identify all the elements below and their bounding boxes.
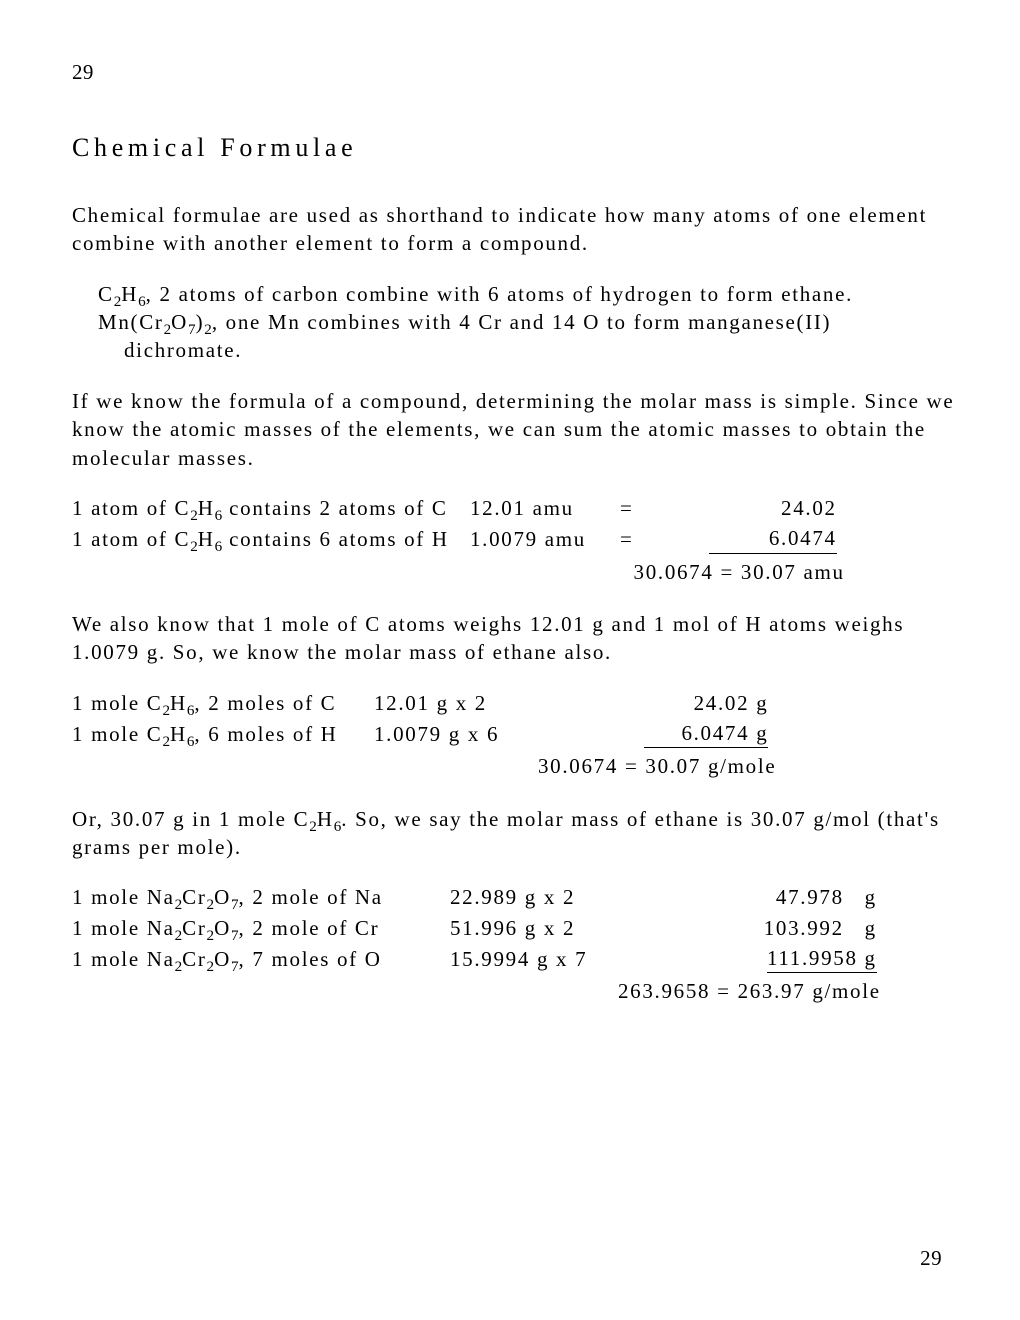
table-row: 30.0674 = 30.07 g/mole [72,750,776,782]
calc-value-text: 103.992 [764,916,844,940]
calc-sum: 263.9658 = 263.97 g/mole [618,975,881,1007]
calc-value: 47.978 g [618,883,881,913]
calc-value: 6.0474 [634,524,845,555]
table-row: 1 mole Na2Cr2O7, 7 moles of O 15.9994 g … [72,944,881,975]
calc-label: 1 mole Na2Cr2O7, 7 moles of O [72,944,450,975]
formula-examples: C2H6, 2 atoms of carbon combine with 6 a… [72,280,956,365]
calc-label: 1 mole Na2Cr2O7, 2 mole of Na [72,883,450,913]
table-row: 1 mole C2H6, 6 moles of H 1.0079 g x 6 6… [72,719,776,750]
calc-expr: 15.9994 g x 7 [450,944,618,975]
calc-value-text: 111.9958 g [767,944,877,973]
calc-value: 24.02 [634,494,845,524]
calc-value-text: 47.978 [776,885,844,909]
calc-label: 1 mole Na2Cr2O7, 2 mole of Cr [72,914,450,944]
example-1: C2H6, 2 atoms of carbon combine with 6 a… [98,280,956,308]
calc-expr: 22.989 g x 2 [450,883,618,913]
ethane-conclusion: Or, 30.07 g in 1 mole C2H6. So, we say t… [72,805,956,862]
calc-eq: = [620,494,634,524]
example-2-line2: dichromate. [124,336,956,364]
page-title: Chemical Formulae [72,130,956,165]
calc-expr: 1.0079 g x 6 [374,719,538,750]
table-row: 1 mole Na2Cr2O7, 2 mole of Na 22.989 g x… [72,883,881,913]
calc-value: 24.02 g [538,689,776,719]
calc-expr: 12.01 g x 2 [374,689,538,719]
calc-sum: 30.0674 = 30.07 amu [634,556,845,588]
page-number-top: 29 [72,58,94,86]
calc-unit: g [865,885,877,909]
page-number-bottom: 29 [920,1244,942,1272]
table-row: 30.0674 = 30.07 amu [72,556,845,588]
calc-value: 103.992 g [618,914,881,944]
calc-label: 1 mole C2H6, 6 moles of H [72,719,374,750]
calc-eq: = [620,524,634,555]
table-row: 1 atom of C2H6 contains 2 atoms of C 12.… [72,494,845,524]
calc-value: 111.9958 g [618,944,881,975]
page: 29 Chemical Formulae Chemical formulae a… [0,0,1020,1320]
example-2-line1: Mn(Cr2O7)2, one Mn combines with 4 Cr an… [98,308,956,336]
table-row: 1 mole Na2Cr2O7, 2 mole of Cr 51.996 g x… [72,914,881,944]
calc-unit: g [865,916,877,940]
intro-paragraph: Chemical formulae are used as shorthand … [72,201,956,258]
table-row: 263.9658 = 263.97 g/mole [72,975,881,1007]
content: Chemical Formulae Chemical formulae are … [72,130,956,1030]
calc-sum: 30.0674 = 30.07 g/mole [538,750,776,782]
calc-mass: 12.01 amu [470,494,620,524]
calc-expr: 51.996 g x 2 [450,914,618,944]
gmole-ethane-calculation: 1 mole C2H6, 2 moles of C 12.01 g x 2 24… [72,689,776,783]
table-row: 1 atom of C2H6 contains 6 atoms of H 1.0… [72,524,845,555]
na2cr2o7-calculation: 1 mole Na2Cr2O7, 2 mole of Na 22.989 g x… [72,883,881,1007]
calc-label: 1 atom of C2H6 contains 6 atoms of H [72,524,470,555]
calc-label: 1 mole C2H6, 2 moles of C [72,689,374,719]
calc-label: 1 atom of C2H6 contains 2 atoms of C [72,494,470,524]
molar-mass-paragraph: If we know the formula of a compound, de… [72,387,956,472]
molar-mass-ethane-paragraph: We also know that 1 mole of C atoms weig… [72,610,956,667]
table-row: 1 mole C2H6, 2 moles of C 12.01 g x 2 24… [72,689,776,719]
calc-value-text: 6.0474 [769,526,837,550]
calc-mass: 1.0079 amu [470,524,620,555]
calc-value: 6.0474 g [538,719,776,750]
calc-value-text: 6.0474 g [681,721,768,745]
amu-calculation: 1 atom of C2H6 contains 2 atoms of C 12.… [72,494,845,588]
